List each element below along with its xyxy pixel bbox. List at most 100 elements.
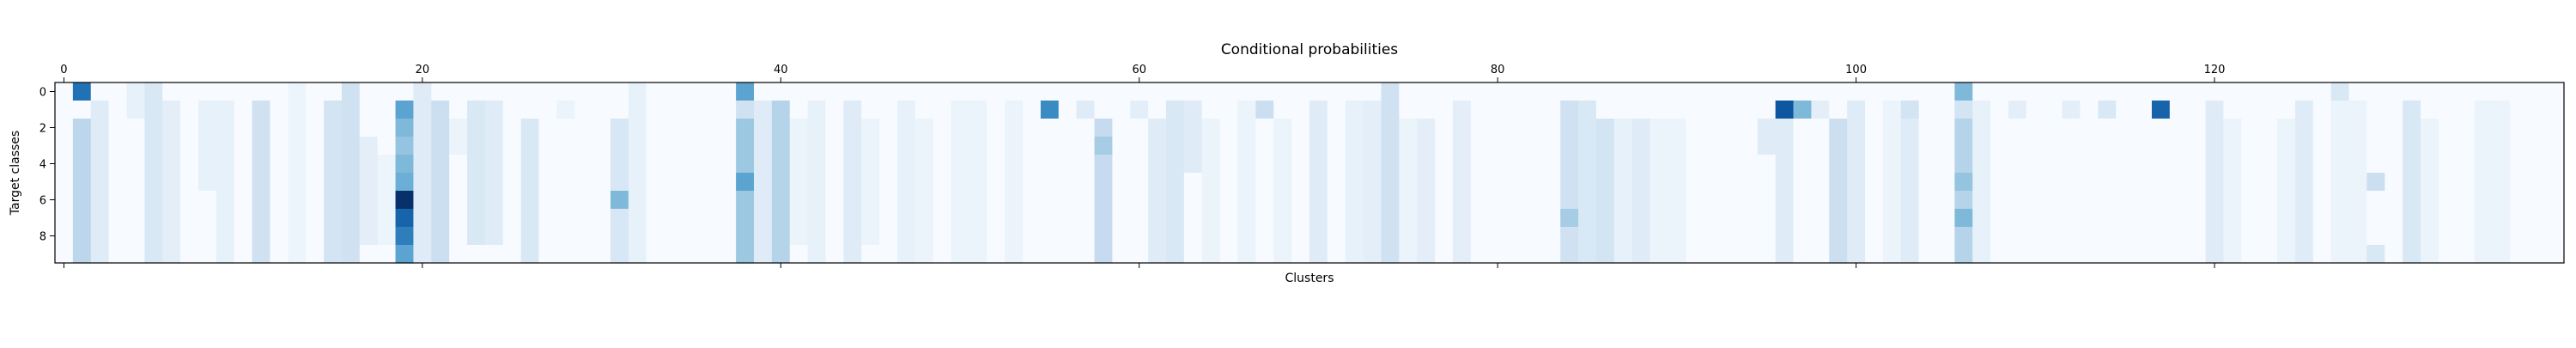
heatmap-cell [395, 173, 415, 192]
heatmap-cell [1613, 155, 1633, 174]
heatmap-cell [1668, 155, 1686, 174]
heatmap-cell [2241, 155, 2260, 174]
heatmap-cell [1148, 82, 1167, 101]
heatmap-cell [753, 155, 773, 174]
heatmap-cell [1183, 82, 1203, 101]
heatmap-cell [1649, 119, 1669, 137]
heatmap-cell [2277, 137, 2296, 156]
heatmap-cell [807, 245, 827, 264]
heatmap-cell [1040, 119, 1060, 137]
heatmap-cell [1166, 155, 1185, 174]
heatmap-cell [2116, 101, 2135, 119]
heatmap-cell [1309, 227, 1328, 246]
heatmap-cell [1435, 155, 1454, 174]
heatmap-cell [2528, 119, 2547, 137]
heatmap-cell [1488, 137, 1508, 156]
heatmap-cell [2546, 173, 2565, 192]
heatmap-cell [72, 101, 92, 119]
heatmap-cell [664, 227, 683, 246]
heatmap-cell [180, 137, 199, 156]
heatmap-cell [1775, 245, 1795, 264]
heatmap-cell [1793, 245, 1812, 264]
heatmap-cell [1130, 101, 1149, 119]
heatmap-cell [1829, 173, 1848, 192]
heatmap-cell [2330, 245, 2350, 264]
heatmap-cell [1829, 155, 1848, 174]
heatmap-cell [1704, 101, 1722, 119]
heatmap-cell [1918, 137, 1938, 156]
heatmap-cell [2312, 209, 2332, 228]
heatmap-cell [2438, 137, 2458, 156]
heatmap-cell [807, 173, 827, 192]
heatmap-cell [574, 245, 593, 264]
heatmap-cell [1363, 191, 1382, 210]
heatmap-cell [1094, 191, 1114, 210]
heatmap-cell [2259, 155, 2278, 174]
heatmap-cell [1686, 191, 1704, 210]
heatmap-cell [2421, 101, 2439, 119]
heatmap-cell [1865, 155, 1884, 174]
heatmap-cell [502, 101, 522, 119]
heatmap-cell [2151, 137, 2171, 156]
heatmap-cell [843, 173, 862, 192]
heatmap-cell [234, 227, 253, 246]
heatmap-cell [1345, 227, 1364, 246]
heatmap-cell [1005, 82, 1024, 101]
heatmap-cell [574, 119, 593, 137]
heatmap-cell [843, 227, 862, 246]
heatmap-cell [1470, 245, 1490, 264]
heatmap-cell [987, 191, 1005, 210]
heatmap-cell [2421, 227, 2439, 246]
heatmap-cell [1076, 101, 1096, 119]
heatmap-cell [502, 227, 522, 246]
heatmap-cell [1201, 227, 1221, 246]
heatmap-cell [538, 173, 557, 192]
heatmap-cell [449, 137, 468, 156]
heatmap-cell [126, 155, 145, 174]
heatmap-cell [2008, 101, 2027, 119]
heatmap-cell [914, 155, 934, 174]
heatmap-cell [2438, 119, 2458, 137]
heatmap-cell [1686, 209, 1704, 228]
heatmap-cell [896, 101, 916, 119]
heatmap-cell [2385, 155, 2403, 174]
heatmap-cell [753, 101, 773, 119]
heatmap-cell [449, 119, 468, 137]
heatmap-cell [2456, 82, 2476, 101]
heatmap-cell [2259, 209, 2278, 228]
heatmap-cell [807, 82, 827, 101]
heatmap-cell [2366, 245, 2385, 264]
heatmap-cell [449, 245, 468, 264]
heatmap-cell [1381, 137, 1400, 156]
heatmap-cell [556, 191, 575, 210]
heatmap-cell [413, 101, 432, 119]
heatmap-cell [1435, 191, 1454, 210]
heatmap-cell [324, 191, 343, 210]
heatmap-cell [1112, 227, 1131, 246]
heatmap-cell [2348, 209, 2368, 228]
heatmap-cell [1130, 173, 1149, 192]
heatmap-cell [682, 245, 701, 264]
heatmap-cell [789, 209, 809, 228]
heatmap-cell [2116, 245, 2135, 264]
heatmap-cell [1829, 137, 1848, 156]
heatmap-cell [896, 82, 916, 101]
heatmap-cell [2438, 101, 2458, 119]
heatmap-cell [646, 119, 665, 137]
heatmap-cell [1237, 245, 1256, 264]
heatmap-cell [1327, 209, 1346, 228]
heatmap-cell [789, 101, 809, 119]
heatmap-cell [2277, 82, 2296, 101]
heatmap-cell [987, 155, 1005, 174]
heatmap-cell [2277, 245, 2296, 264]
heatmap-cell [574, 137, 593, 156]
heatmap-cell [72, 82, 92, 101]
heatmap-cell [431, 209, 450, 228]
heatmap-cell [1722, 155, 1741, 174]
heatmap-cell [288, 245, 307, 264]
heatmap-cell [180, 155, 199, 174]
heatmap-cell [126, 209, 145, 228]
heatmap-cell [341, 245, 361, 264]
heatmap-cell [2223, 155, 2242, 174]
heatmap-cell [592, 101, 611, 119]
